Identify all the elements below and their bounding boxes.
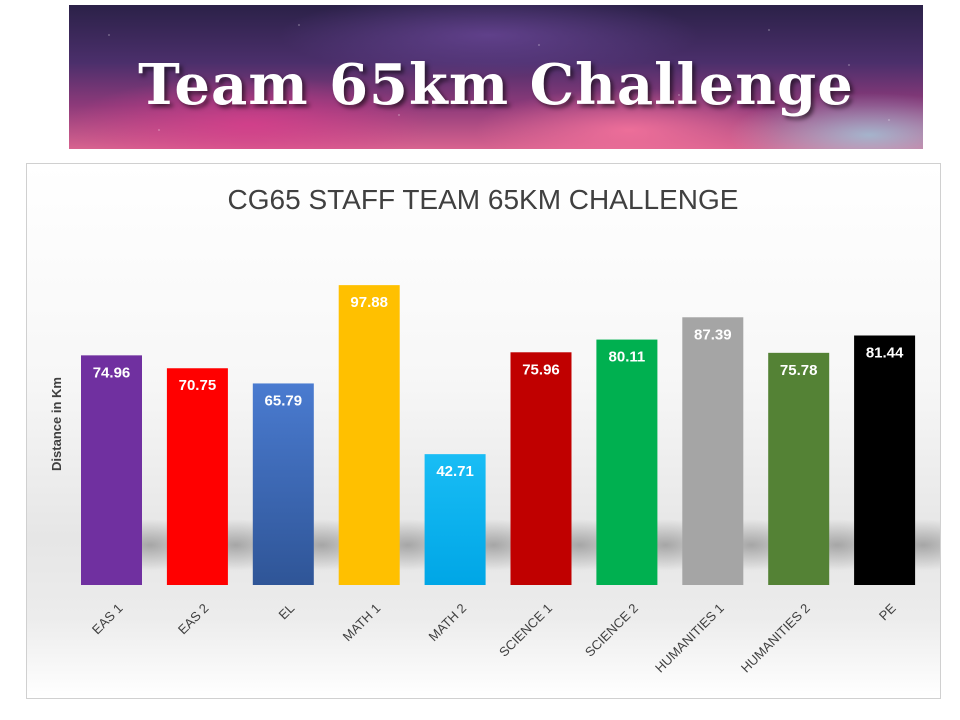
x-tick-label: EAS 1 xyxy=(89,601,126,638)
x-tick-label: EAS 2 xyxy=(175,601,212,638)
data-label: 75.96 xyxy=(522,361,560,378)
x-tick-label: HUMANITIES 1 xyxy=(652,601,727,676)
chart-title: CG65 STAFF TEAM 65KM CHALLENGE xyxy=(228,184,739,215)
bar-humanities-2 xyxy=(768,352,830,585)
x-tick-label: SCIENCE 1 xyxy=(496,601,555,660)
banner-title: Team 65km Challenge xyxy=(138,52,854,118)
bar-science-2 xyxy=(596,339,658,585)
bar-pe xyxy=(854,335,916,585)
chart-panel: CG65 STAFF TEAM 65KM CHALLENGE Distance … xyxy=(26,163,960,699)
banner-starfield xyxy=(69,5,923,149)
data-label: 65.79 xyxy=(265,392,303,409)
bar-math-2 xyxy=(424,454,486,585)
data-label: 42.71 xyxy=(436,463,474,480)
bar-humanities-1 xyxy=(682,317,744,585)
data-labels: 74.96 70.75 65.79 97.88 42.71 75.96 80.11 87.39… xyxy=(93,294,904,480)
bar-science-1 xyxy=(510,352,572,585)
x-tick-label: EL xyxy=(276,601,298,623)
bar-eas-1 xyxy=(81,355,142,585)
x-tick-label: HUMANITIES 2 xyxy=(738,601,813,676)
data-label: 74.96 xyxy=(93,364,131,381)
bar-math-1 xyxy=(338,285,400,585)
data-label: 75.78 xyxy=(780,362,818,379)
x-tick-label: PE xyxy=(876,600,899,623)
data-label: 80.11 xyxy=(609,349,646,366)
x-tick-label: MATH 1 xyxy=(340,601,384,645)
x-tick-label: MATH 2 xyxy=(426,601,470,645)
y-axis-label: Distance in Km xyxy=(49,377,64,471)
bars xyxy=(81,285,916,585)
data-label: 87.39 xyxy=(694,326,732,343)
x-tick-labels: EAS 1 EAS 2 EL MATH 1 MATH 2 SCIENCE 1 SCIENCE… xyxy=(89,600,899,675)
bar-chart: CG65 STAFF TEAM 65KM CHALLENGE Distance … xyxy=(49,184,960,675)
bar-el xyxy=(252,383,314,585)
data-label: 97.88 xyxy=(350,294,388,311)
data-label: 81.44 xyxy=(866,344,904,361)
x-tick-label: SCIENCE 2 xyxy=(582,601,641,660)
header-banner: Team 65km Challenge xyxy=(69,5,923,149)
bar-eas-2 xyxy=(166,368,228,585)
data-label: 70.75 xyxy=(179,377,217,394)
